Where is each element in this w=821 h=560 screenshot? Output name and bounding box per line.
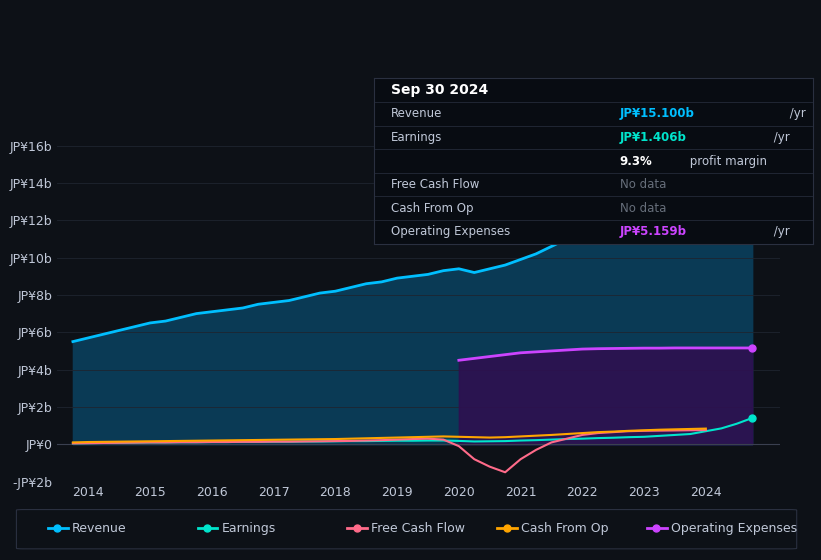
Text: Revenue: Revenue bbox=[391, 108, 443, 120]
Text: No data: No data bbox=[620, 202, 666, 214]
Text: /yr: /yr bbox=[787, 108, 806, 120]
Text: Earnings: Earnings bbox=[222, 522, 276, 535]
Text: Cash From Op: Cash From Op bbox=[521, 522, 608, 535]
Text: Free Cash Flow: Free Cash Flow bbox=[371, 522, 465, 535]
Text: JP¥5.159b: JP¥5.159b bbox=[620, 225, 686, 239]
Text: JP¥15.100b: JP¥15.100b bbox=[620, 108, 695, 120]
Text: No data: No data bbox=[620, 178, 666, 191]
Text: /yr: /yr bbox=[770, 225, 790, 239]
FancyBboxPatch shape bbox=[16, 510, 796, 549]
Text: Earnings: Earnings bbox=[391, 131, 443, 144]
Text: JP¥1.406b: JP¥1.406b bbox=[620, 131, 686, 144]
Text: Operating Expenses: Operating Expenses bbox=[671, 522, 796, 535]
Text: Cash From Op: Cash From Op bbox=[391, 202, 474, 214]
Text: 9.3%: 9.3% bbox=[620, 155, 652, 167]
Text: /yr: /yr bbox=[770, 131, 790, 144]
Text: Revenue: Revenue bbox=[71, 522, 126, 535]
Text: profit margin: profit margin bbox=[686, 155, 768, 167]
Text: Free Cash Flow: Free Cash Flow bbox=[391, 178, 479, 191]
Text: Operating Expenses: Operating Expenses bbox=[391, 225, 511, 239]
Text: Sep 30 2024: Sep 30 2024 bbox=[391, 83, 488, 97]
